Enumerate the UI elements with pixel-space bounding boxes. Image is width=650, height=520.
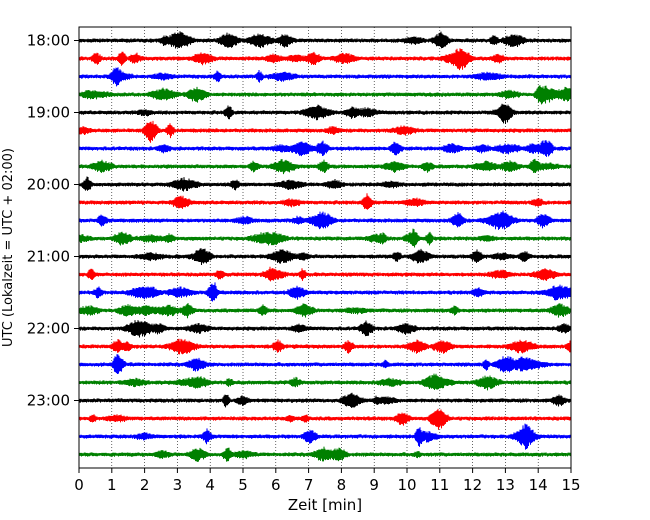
x-tick-label: 12 xyxy=(463,476,482,494)
y-tick-label: 22:00 xyxy=(27,320,70,338)
trace-2315 xyxy=(78,408,572,430)
x-tick-label: 13 xyxy=(496,476,515,494)
trace-2000 xyxy=(78,176,572,192)
trace-2215 xyxy=(78,338,572,355)
x-tick-label: 2 xyxy=(140,476,150,494)
trace-2030 xyxy=(78,210,572,230)
trace-2245 xyxy=(78,373,572,391)
y-tick-label: 18:00 xyxy=(27,32,70,50)
x-tick-label: 9 xyxy=(369,476,379,494)
trace-2100 xyxy=(78,248,572,266)
y-tick-label: 20:00 xyxy=(27,176,70,194)
plot-frame xyxy=(78,26,572,469)
x-tick-label: 8 xyxy=(337,476,347,494)
x-tick-label: 5 xyxy=(238,476,248,494)
trace-1945 xyxy=(78,158,572,175)
trace-2230 xyxy=(78,354,572,375)
trace-1900 xyxy=(78,103,572,124)
traces xyxy=(78,31,572,462)
x-tick-label: 4 xyxy=(205,476,215,494)
y-tick-label: 21:00 xyxy=(27,248,70,266)
trace-1815 xyxy=(78,48,572,71)
trace-1800 xyxy=(78,31,572,49)
trace-2045 xyxy=(78,228,572,248)
x-tick-label: 7 xyxy=(304,476,314,494)
y-tick-label: 23:00 xyxy=(27,392,70,410)
x-tick-label: 10 xyxy=(397,476,416,494)
trace-2300 xyxy=(78,392,572,408)
x-tick-label: 3 xyxy=(173,476,183,494)
trace-2015 xyxy=(78,193,572,210)
trace-2130 xyxy=(78,282,572,302)
trace-1830 xyxy=(78,67,572,87)
x-axis-label: Zeit [min] xyxy=(288,496,362,514)
x-tick-label: 11 xyxy=(430,476,449,494)
y-axis: 18:00 19:00 20:00 21:00 22:00 23:00 xyxy=(27,32,79,410)
trace-2145 xyxy=(78,302,572,319)
x-tick-label: 0 xyxy=(74,476,84,494)
x-axis: 0 1 2 3 4 5 6 7 8 9 10 11 12 13 14 15 xyxy=(74,468,581,494)
trace-2200 xyxy=(78,320,572,338)
trace-1930 xyxy=(78,140,572,157)
x-tick-label: 14 xyxy=(529,476,548,494)
x-tick-label: 6 xyxy=(271,476,281,494)
trace-2115 xyxy=(78,266,572,282)
x-tick-label: 1 xyxy=(107,476,117,494)
trace-2345 xyxy=(78,446,572,462)
trace-2330 xyxy=(78,423,572,450)
trace-1845 xyxy=(78,85,572,105)
y-tick-label: 19:00 xyxy=(27,104,70,122)
x-tick-label: 15 xyxy=(561,476,580,494)
y-axis-label: UTC (Lokalzeit = UTC + 02:00) xyxy=(1,148,16,347)
trace-1915 xyxy=(78,120,572,143)
